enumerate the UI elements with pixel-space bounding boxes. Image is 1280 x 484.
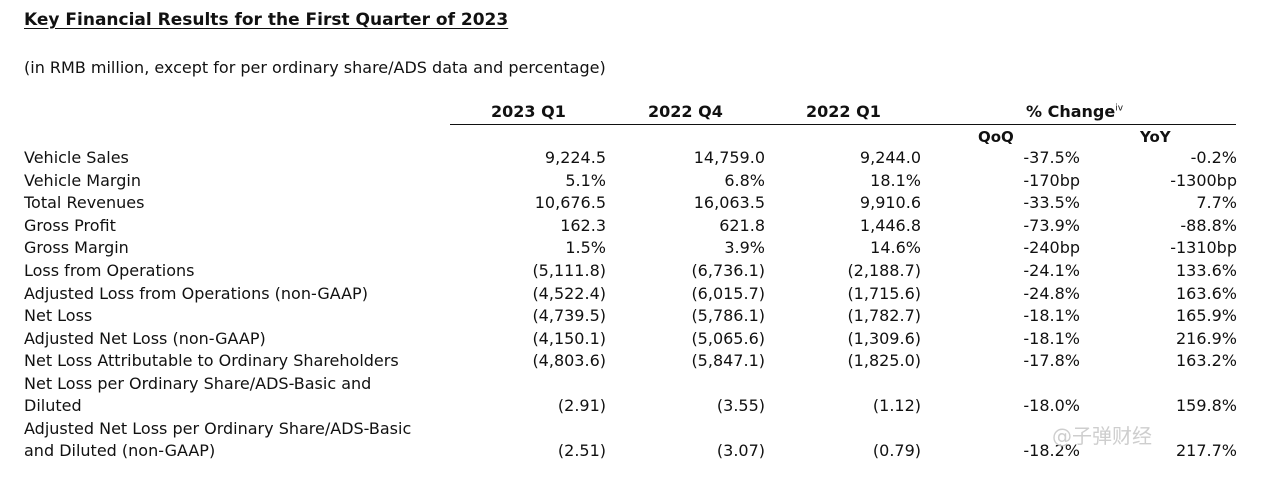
table-row: Gross Profit 162.3 621.8 1,446.8 -73.9% -88.8… [0,215,1280,237]
cell-q1-2022: 18.1% [870,170,921,190]
source-watermark: @子弹财经 [1052,424,1152,448]
col-header-2022-q1: 2022 Q1 [806,102,881,121]
row-label: Gross Profit [24,215,116,235]
cell-yoy: 163.2% [1175,351,1237,371]
table-row: Net Loss Attributable to Ordinary Shareh… [0,350,1280,372]
cell-qoq: -170bp [1023,170,1080,190]
table-row: Vehicle Sales 9,224.5 14,759.0 9,244.0 -37.5… [0,147,1280,169]
row-label-line2: Diluted [24,396,82,415]
cell-q1-2022: (1.12) [872,396,921,415]
cell-q1-2022: 9,910.6 [859,193,921,213]
cell-q4-2022: (6,015.7) [691,283,765,303]
cell-q1-2022: (2,188.7) [847,261,921,280]
col-header-2023-q1: 2023 Q1 [491,102,566,121]
table-row: Vehicle Margin 5.1% 6.8% 18.1% -170bp -1300bp [0,170,1280,192]
table-row: Net Loss per Ordinary Share/ADS-Basic an… [0,373,1280,418]
pct-change-label: % Change [1026,102,1116,121]
row-label: Net Loss Attributable to Ordinary Shareh… [24,351,399,371]
cell-q4-2022: 16,063.5 [693,193,765,213]
row-label: Adjusted Net Loss (non-GAAP) [24,328,266,348]
cell-yoy: 159.8% [1175,396,1237,415]
row-label-line2: and Diluted (non-GAAP) [24,441,216,460]
cell-q1-2023: (4,739.5) [532,306,606,326]
row-label: Loss from Operations [24,261,195,280]
row-label: Total Revenues [24,193,145,213]
cell-yoy: 163.6% [1175,283,1237,303]
table-row: Total Revenues 10,676.5 16,063.5 9,910.6 -33… [0,192,1280,214]
row-label: Adjusted Loss from Operations (non-GAAP) [24,283,368,303]
cell-q4-2022: (5,786.1) [691,306,765,326]
row-label-line1: Net Loss per Ordinary Share/ADS-Basic an… [24,374,372,393]
report-title: Key Financial Results for the First Quar… [24,10,509,30]
cell-q1-2023: (2.91) [557,396,606,415]
cell-yoy: 133.6% [1175,261,1237,280]
row-label: Gross Margin [24,238,129,258]
cell-q1-2022: (1,782.7) [847,306,921,326]
row-label: Vehicle Sales [24,148,129,167]
header-rule [450,124,1236,125]
table-row: Adjusted Loss from Operations (non-GAAP)… [0,283,1280,305]
cell-yoy: 217.7% [1175,441,1237,460]
cell-qoq: -17.8% [1023,351,1080,371]
cell-q4-2022: 3.9% [724,238,765,258]
cell-qoq: -18.0% [1023,396,1080,415]
cell-qoq: -240bp [1023,238,1080,258]
row-label-line1: Adjusted Net Loss per Ordinary Share/ADS… [24,419,412,438]
cell-yoy: -0.2% [1190,148,1237,167]
table-row: Net Loss (4,739.5) (5,786.1) (1,782.7) -18.1… [0,305,1280,327]
row-label: Vehicle Margin [24,170,141,190]
cell-q4-2022: 621.8 [719,215,765,235]
units-note: (in RMB million, except for per ordinary… [24,58,606,77]
row-label: Net Loss [24,306,93,326]
cell-q1-2022: (0.79) [872,441,921,460]
cell-q1-2023: (4,150.1) [532,328,606,348]
cell-yoy: -1300bp [1170,170,1237,190]
cell-q1-2023: 162.3 [560,215,606,235]
cell-q1-2022: 1,446.8 [859,215,921,235]
table-row: Loss from Operations (5,111.8) (6,736.1) (2… [0,260,1280,282]
cell-yoy: 7.7% [1196,193,1237,213]
cell-q1-2023: (4,522.4) [532,283,606,303]
table-row: Adjusted Net Loss (non-GAAP) (4,150.1) (5,… [0,328,1280,350]
cell-q4-2022: (5,847.1) [691,351,765,371]
cell-q1-2022: (1,825.0) [847,351,921,371]
cell-q1-2023: 9,224.5 [544,148,606,167]
cell-q4-2022: (3.07) [716,441,765,460]
col-header-2022-q4: 2022 Q4 [648,102,723,121]
cell-yoy: -1310bp [1170,238,1237,258]
col-header-qoq: QoQ [978,128,1014,146]
cell-q1-2022: (1,309.6) [847,328,921,348]
cell-q1-2023: 1.5% [565,238,606,258]
cell-q4-2022: (5,065.6) [691,328,765,348]
cell-q1-2023: (5,111.8) [532,261,606,280]
cell-q4-2022: (6,736.1) [691,261,765,280]
cell-qoq: -24.8% [1023,283,1080,303]
cell-q4-2022: 6.8% [724,170,765,190]
cell-qoq: -18.1% [1023,306,1080,326]
col-header-yoy: YoY [1140,128,1171,146]
cell-q1-2023: (2.51) [557,441,606,460]
cell-q1-2023: 5.1% [565,170,606,190]
pct-change-footnote: iv [1115,103,1124,114]
cell-qoq: -24.1% [1023,261,1080,280]
cell-yoy: -88.8% [1180,215,1237,235]
cell-qoq: -33.5% [1023,193,1080,213]
cell-q1-2022: 14.6% [870,238,921,258]
cell-q1-2023: 10,676.5 [534,193,606,213]
cell-q4-2022: 14,759.0 [693,148,765,167]
cell-q1-2023: (4,803.6) [532,351,606,371]
table-row: Gross Margin 1.5% 3.9% 14.6% -240bp -1310bp [0,237,1280,259]
cell-q1-2022: (1,715.6) [847,283,921,303]
cell-qoq: -18.2% [1023,441,1080,460]
cell-qoq: -18.1% [1023,328,1080,348]
cell-q1-2022: 9,244.0 [859,148,921,167]
cell-qoq: -73.9% [1023,215,1080,235]
cell-q4-2022: (3.55) [716,396,765,415]
cell-yoy: 165.9% [1175,306,1237,326]
col-header-pct-change: % Changeiv [1026,102,1123,121]
cell-qoq: -37.5% [1023,148,1080,167]
table-row: Adjusted Net Loss per Ordinary Share/ADS… [0,418,1280,463]
cell-yoy: 216.9% [1175,328,1237,348]
